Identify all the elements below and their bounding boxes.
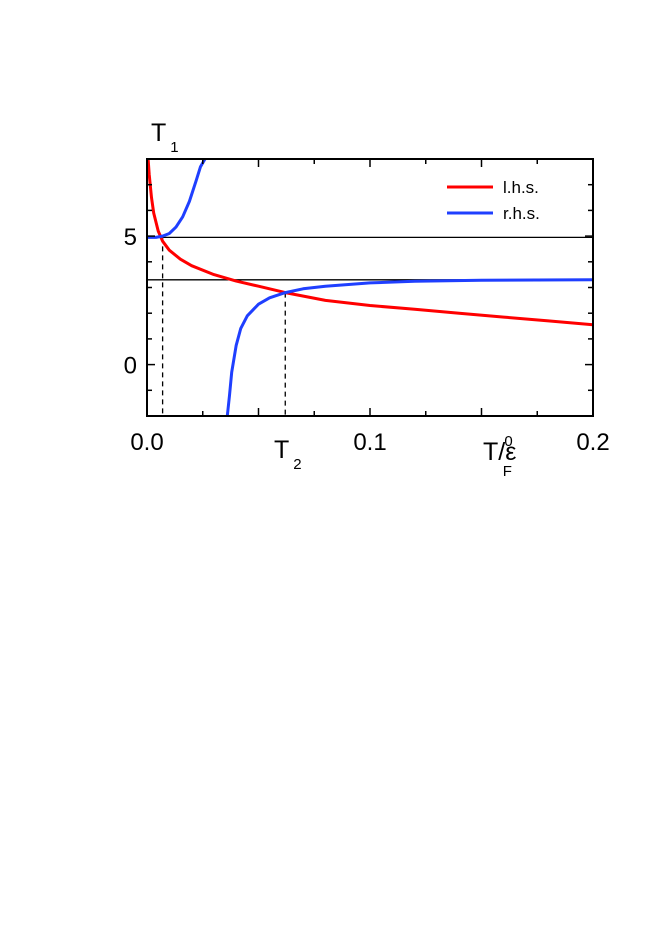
legend-label-rhs: r.h.s. xyxy=(503,204,540,223)
y-tick-label: 0 xyxy=(124,353,137,380)
x-axis-label: T/ε0 F xyxy=(483,433,516,480)
x-tick-label: 0.1 xyxy=(353,429,386,456)
series-line-rhs-2 xyxy=(225,278,593,416)
annotation-t1-main: T xyxy=(151,119,166,147)
x-axis-label-sup: 0 xyxy=(504,433,512,450)
series-line-rhs-1 xyxy=(147,159,207,239)
legend-label-lhs: l.h.s. xyxy=(503,178,539,197)
annotation-t2: T2 xyxy=(274,436,302,473)
x-tick-label: 0.0 xyxy=(130,429,163,456)
axis-ticks xyxy=(146,158,594,417)
x-axis-label-main: T/ε xyxy=(483,438,516,466)
annotation-t1-sub: 1 xyxy=(170,139,178,156)
annotation-t2-main: T xyxy=(274,436,289,464)
y-tick-label: 5 xyxy=(124,224,137,251)
intersection-markers xyxy=(161,237,286,416)
x-axis-label-sub: F xyxy=(503,463,512,480)
tick-labels: 0.0 0.1 0.2 0 5 xyxy=(124,224,610,456)
plot-frame xyxy=(146,158,594,417)
series-lines xyxy=(147,159,593,416)
annotation-t2-sub: 2 xyxy=(293,456,301,473)
x-tick-label: 0.2 xyxy=(576,429,609,456)
annotation-t1: T1 xyxy=(151,119,179,156)
legend: l.h.s. r.h.s. xyxy=(447,178,540,223)
series-line-lhs xyxy=(147,159,593,327)
